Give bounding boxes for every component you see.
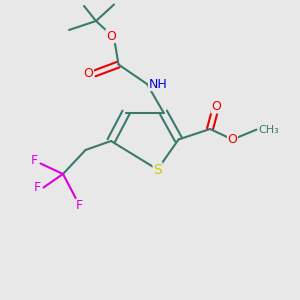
Text: F: F: [76, 199, 83, 212]
Text: NH: NH: [148, 77, 167, 91]
Text: S: S: [153, 163, 162, 176]
Text: O: O: [84, 67, 93, 80]
Text: O: O: [228, 133, 237, 146]
Text: O: O: [211, 100, 221, 113]
Text: O: O: [106, 29, 116, 43]
Text: F: F: [34, 181, 41, 194]
Text: CH₃: CH₃: [258, 124, 279, 135]
Text: F: F: [31, 154, 38, 167]
